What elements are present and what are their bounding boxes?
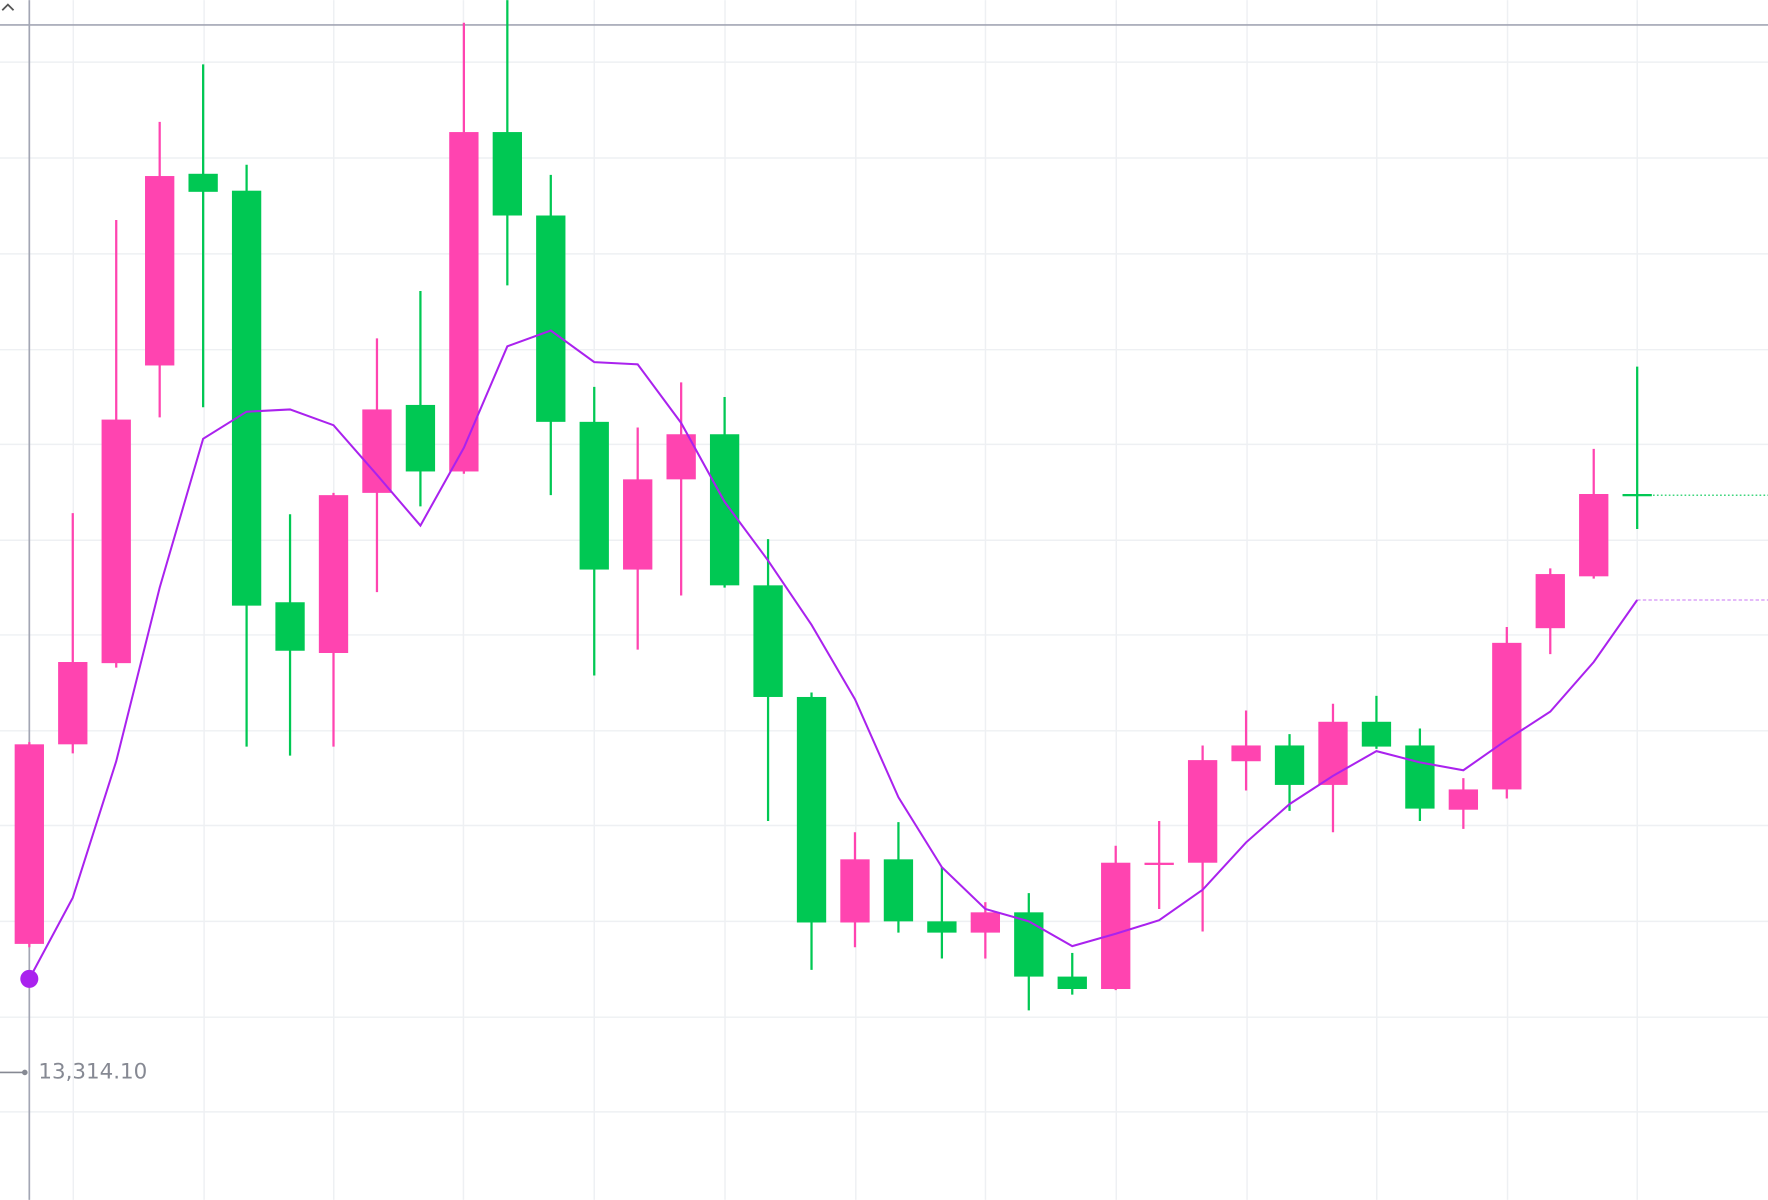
candle-body (188, 173, 218, 192)
candle-body (753, 585, 783, 697)
crosshair-label: 13,314.10 (38, 1059, 147, 1084)
candle-body (101, 419, 131, 664)
candle-body (449, 132, 479, 472)
candle-body (536, 215, 566, 422)
candle-body (145, 176, 175, 366)
candle-body (318, 495, 349, 653)
candle-body (623, 479, 653, 570)
candle-body (231, 190, 262, 606)
candle-body (362, 409, 392, 493)
candle-body (579, 421, 609, 570)
candle-body (1231, 745, 1261, 762)
candle-body (796, 696, 827, 923)
candle-body (970, 912, 1001, 933)
candle-body (840, 859, 870, 923)
candle-body (405, 404, 436, 472)
plot (14, 0, 1768, 1011)
candle-body (1101, 862, 1131, 990)
collapse-icon[interactable] (1, 3, 15, 11)
ma-crosshair-dot (20, 969, 39, 988)
candle-body (14, 744, 44, 944)
candle-body (927, 921, 957, 933)
candle-body (1361, 721, 1392, 747)
moving-average (28, 329, 1639, 980)
candle-body (1318, 721, 1348, 785)
candle-body (1448, 789, 1479, 810)
candle-body (1535, 574, 1565, 629)
crosshair-tick-dot (21, 1069, 28, 1076)
candle-body (1579, 494, 1609, 577)
candle-body (1187, 760, 1218, 863)
candle-body (1014, 912, 1044, 977)
candle-body (1492, 642, 1522, 790)
candle-body (883, 859, 914, 922)
candle-body (58, 662, 88, 745)
candle-body (1144, 862, 1174, 865)
candle-body (1057, 976, 1087, 990)
candle-body (492, 132, 522, 216)
candle-body (275, 602, 305, 651)
candle-body (1405, 745, 1435, 809)
candle-body (1274, 745, 1305, 785)
candle-body (709, 434, 740, 586)
